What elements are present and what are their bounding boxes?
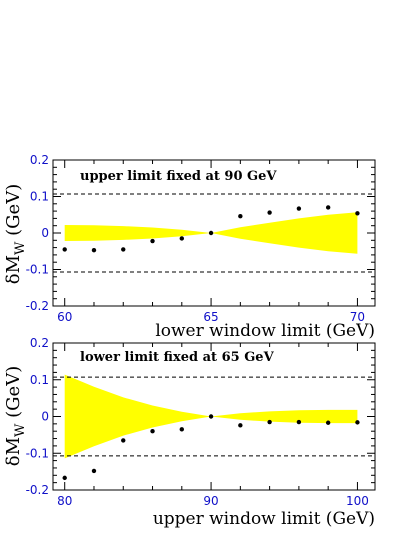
x-axis-label: lower window limit (GeV) (155, 321, 375, 341)
data-point (267, 419, 272, 425)
data-point (325, 420, 331, 425)
y-axis-label-sub: W (13, 423, 28, 437)
y-tick-label: -0.2 (26, 299, 49, 313)
data-points (62, 414, 360, 481)
y-tick-label: -0.1 (26, 263, 49, 277)
data-point (91, 468, 97, 474)
y-tick-label: 0 (41, 410, 49, 424)
data-point (296, 419, 302, 425)
y-tick-label: 0 (41, 226, 49, 240)
data-point (62, 475, 67, 481)
x-tick-label: 80 (57, 494, 72, 508)
y-axis-label-main: δM (3, 255, 24, 284)
y-tick-label: 0.1 (30, 373, 49, 387)
x-tick-label: 90 (203, 494, 218, 508)
y-axis-label-sub: W (13, 241, 28, 255)
panel-upper: 60 65 70 -0.2 -0.1 0 0.1 0.2 upper limit fixed… (3, 153, 376, 341)
data-point (121, 247, 126, 252)
y-tick-label: 0.2 (30, 153, 49, 167)
x-tick-labels: 60 65 70 (57, 310, 365, 324)
x-tick-label: 60 (57, 310, 72, 324)
x-tick-labels: 80 90 100 (57, 494, 369, 508)
data-point (179, 427, 184, 432)
y-axis-label-unit: (GeV) (3, 366, 24, 424)
y-axis-label-main: δM (3, 437, 24, 466)
data-point (179, 236, 184, 241)
y-tick-labels: -0.2 -0.1 0 0.1 0.2 (26, 153, 49, 313)
data-point (150, 429, 155, 434)
data-point (208, 230, 214, 236)
y-tick-label: -0.1 (26, 446, 49, 460)
plot-frame (52, 159, 376, 307)
annotation: upper limit fixed at 90 GeV (80, 169, 277, 184)
data-point (325, 205, 331, 210)
x-axis-label: upper window limit (GeV) (153, 509, 375, 529)
plot-frame (52, 342, 376, 491)
y-tick-labels: -0.2 -0.1 0 0.1 0.2 (26, 336, 49, 497)
data-point (150, 238, 155, 244)
data-point (91, 247, 97, 253)
y-tick-label: 0.2 (30, 336, 49, 350)
y-tick-label: 0.1 (30, 190, 49, 204)
data-point (121, 438, 126, 443)
data-point (238, 214, 243, 219)
x-tick-label: 65 (203, 310, 218, 324)
x-tick-label: 70 (350, 310, 365, 324)
y-axis-label: δMW (GeV) (3, 366, 28, 466)
x-tick-label: 100 (346, 494, 369, 508)
data-point (296, 206, 302, 211)
data-points (62, 205, 360, 253)
data-point (62, 247, 67, 252)
reference-lines (53, 193, 375, 273)
data-point (267, 210, 272, 215)
annotation: lower limit fixed at 65 GeV (80, 350, 275, 365)
panel-lower: 80 90 100 -0.2 -0.1 0 0.1 0.2 lower limit fixe… (3, 336, 376, 529)
data-point (208, 414, 214, 419)
data-point (355, 211, 360, 216)
y-axis-label: δMW (GeV) (3, 184, 28, 284)
y-tick-label: -0.2 (26, 483, 49, 497)
reference-lines (53, 376, 375, 457)
y-axis-label-unit: (GeV) (3, 184, 24, 242)
data-point (355, 420, 360, 425)
data-point (238, 423, 243, 428)
